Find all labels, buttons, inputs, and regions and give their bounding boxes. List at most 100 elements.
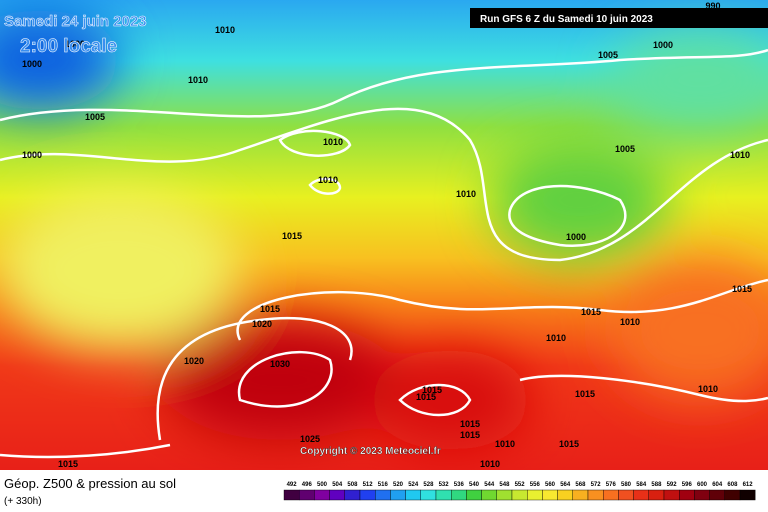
legend-swatch	[739, 489, 756, 501]
legend-label: 568	[575, 482, 586, 488]
legend-label: 504	[332, 482, 343, 488]
legend-label: 592	[667, 482, 678, 488]
color-legend: 492 496 500 504 508 512 516 520 524 528 532 536 540 5…	[283, 482, 756, 501]
legend-swatch	[603, 489, 619, 501]
legend-label: 612	[743, 482, 754, 488]
isobar-label: 1010	[323, 137, 343, 147]
isobar-labels: 990 1010 1000 1000 1005 1000 1010 1005 1010 1005 1…	[22, 1, 752, 469]
isobar-label: 1000	[22, 150, 42, 160]
isobar-label: 1010	[495, 439, 515, 449]
legend-swatch	[375, 489, 391, 501]
footer-title: Géop. Z500 & pression au sol	[4, 476, 176, 491]
run-banner	[470, 8, 768, 28]
legend-swatch	[542, 489, 558, 501]
isobar-label: 1015	[58, 459, 78, 469]
isobar-label: 1015	[732, 284, 752, 294]
legend-swatch	[283, 489, 300, 501]
legend-label: 540	[469, 482, 480, 488]
legend-swatch	[557, 489, 573, 501]
legend-swatch	[618, 489, 634, 501]
isobar-label: 1025	[300, 434, 320, 444]
legend-label: 564	[560, 482, 571, 488]
legend-label: 560	[545, 482, 556, 488]
isobar-label: 1010	[698, 384, 718, 394]
map-field	[0, 0, 768, 470]
isobar-label: 1015	[460, 419, 480, 429]
local-time: 2:00 locale	[20, 36, 117, 57]
isobar-label: 1015	[422, 385, 442, 395]
isobar-label: 990	[705, 1, 720, 11]
isobar-label: 1020	[252, 319, 272, 329]
footer-lead: (+ 330h)	[4, 496, 42, 507]
isobar-label: 1030	[270, 359, 290, 369]
isobar-label: 1010	[318, 175, 338, 185]
legend-label: 608	[727, 482, 738, 488]
legend-swatch	[481, 489, 498, 501]
isobar-label: 1015	[460, 430, 480, 440]
isobar-label: 1000	[65, 39, 85, 49]
isobar-label: 1015	[559, 439, 579, 449]
legend-swatch	[527, 489, 543, 501]
isobar-label: 1010	[730, 150, 750, 160]
legend-swatch	[587, 489, 604, 501]
legend-swatch	[390, 489, 406, 501]
isobar-label: 1005	[598, 50, 618, 60]
legend-swatch	[648, 489, 665, 501]
isobar-label: 1010	[215, 25, 235, 35]
legend-swatch	[405, 489, 422, 501]
legend-swatch	[359, 489, 376, 501]
legend-swatch	[435, 489, 452, 501]
isobar-label: 1000	[22, 59, 42, 69]
legend-label: 604	[712, 482, 723, 488]
legend-label: 588	[651, 482, 662, 488]
legend-label: 548	[499, 482, 510, 488]
legend-label: 580	[621, 482, 632, 488]
legend-label: 544	[484, 482, 495, 488]
isobar-label: 1005	[615, 144, 635, 154]
legend-swatch	[511, 489, 528, 501]
legend-label: 508	[347, 482, 358, 488]
legend-label: 552	[515, 482, 526, 488]
valid-date: Samedi 24 juin 2023	[4, 13, 147, 30]
legend-swatch	[420, 489, 437, 501]
legend-label: 492	[287, 482, 298, 488]
legend-label: 536	[454, 482, 465, 488]
legend-label: 572	[591, 482, 602, 488]
legend-swatch	[572, 489, 589, 501]
isobar-label: 1000	[653, 40, 673, 50]
legend-label: 584	[636, 482, 647, 488]
isobar-label: 1005	[85, 112, 105, 122]
legend-swatch	[724, 489, 741, 501]
legend-label: 496	[302, 482, 313, 488]
legend-swatch	[709, 489, 725, 501]
isobar-label: 1020	[184, 356, 204, 366]
legend-swatch	[329, 489, 346, 501]
legend-swatch	[466, 489, 482, 501]
legend-swatch	[694, 489, 710, 501]
legend-label: 532	[439, 482, 450, 488]
legend-swatch	[663, 489, 680, 501]
legend-label: 576	[606, 482, 617, 488]
isobar-label: 1015	[581, 307, 601, 317]
isobar-label: 1010	[546, 333, 566, 343]
isobar-label: 1010	[188, 75, 208, 85]
legend-label: 600	[697, 482, 708, 488]
legend-swatch	[299, 489, 315, 501]
legend-label: 556	[530, 482, 541, 488]
isobar-label: 1000	[566, 232, 586, 242]
isobar-label: 1010	[620, 317, 640, 327]
legend-label: 500	[317, 482, 328, 488]
isobar-label: 1015	[260, 304, 280, 314]
isobar-label: 1010	[480, 459, 500, 469]
legend-label: 528	[423, 482, 434, 488]
isobar-label: 1015	[416, 392, 436, 402]
legend-label: 596	[682, 482, 693, 488]
isobar-label: 1015	[282, 231, 302, 241]
isobar-label: 1010	[456, 189, 476, 199]
legend-label: 524	[408, 482, 419, 488]
legend-swatch	[679, 489, 695, 501]
isobar-label: 1015	[575, 389, 595, 399]
copyright: Copyright © 2023 Meteociel.fr	[300, 446, 441, 457]
legend-swatch	[496, 489, 513, 501]
